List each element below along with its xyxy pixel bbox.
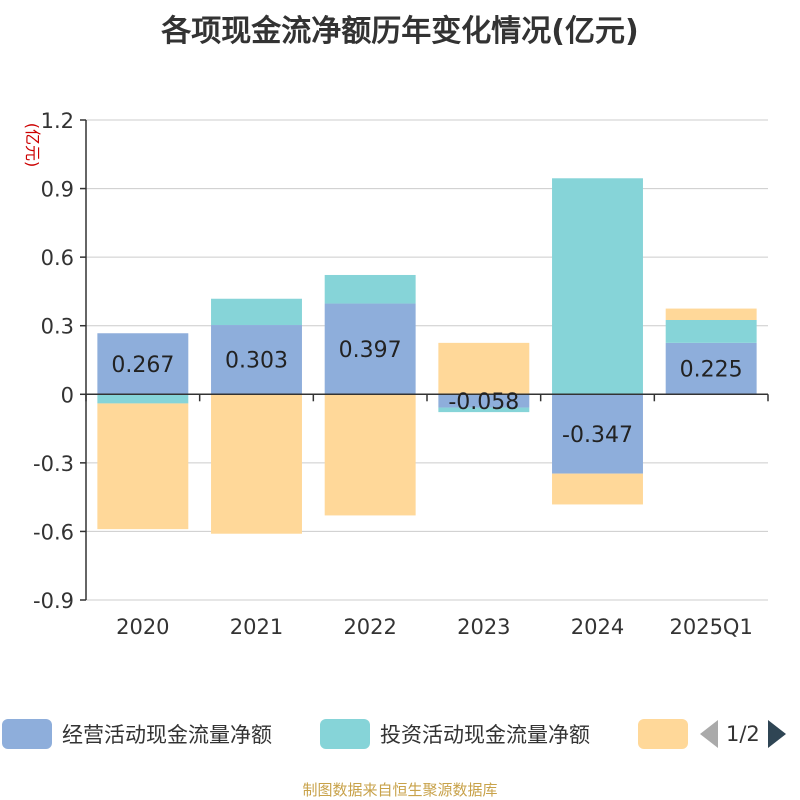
bar-investing xyxy=(211,298,302,326)
legend-item-operating[interactable]: 经营活动现金流量净额 xyxy=(2,716,272,752)
x-tick-label: 2022 xyxy=(343,615,396,639)
legend-label-operating: 经营活动现金流量净额 xyxy=(62,723,272,747)
data-label: 0.225 xyxy=(680,358,743,383)
chart-legend: 经营活动现金流量净额 投资活动现金流量净额 xyxy=(0,716,800,752)
bar-third xyxy=(211,394,302,534)
x-tick-label: 2024 xyxy=(571,615,624,639)
bar-operating xyxy=(665,342,757,395)
data-label: 0.303 xyxy=(225,349,288,374)
bar-third xyxy=(438,342,530,395)
legend-label-investing: 投资活动现金流量净额 xyxy=(380,723,590,747)
bar-operating xyxy=(438,394,530,408)
bar-third xyxy=(97,403,189,530)
bar-third xyxy=(324,394,416,516)
x-tick-label: 2020 xyxy=(116,615,169,639)
bar-operating xyxy=(211,325,302,395)
bar-investing xyxy=(665,320,757,343)
legend-swatch-operating xyxy=(2,719,52,749)
legend-pager: 1/2 xyxy=(700,716,786,752)
bar-third xyxy=(552,473,643,505)
legend-prev-page-icon[interactable] xyxy=(700,720,718,748)
x-tick-label: 2023 xyxy=(457,615,510,639)
data-label: -0.058 xyxy=(448,390,519,415)
y-tick-label: 0.3 xyxy=(41,315,74,339)
data-label: 0.267 xyxy=(111,353,174,378)
legend-swatch-investing xyxy=(320,719,370,749)
bar-chart: 1.2 0.9 0.6 0.3 0 -0.3 -0.6 -0.9 (亿元) 0.267 0.303 0… xyxy=(23,109,769,639)
y-tick-label: 0 xyxy=(61,383,74,407)
bar-operating xyxy=(97,333,189,395)
y-tick-label: 0.6 xyxy=(41,246,74,270)
bar-investing xyxy=(97,394,189,404)
data-label: -0.347 xyxy=(562,423,633,448)
bar-operating xyxy=(324,303,416,395)
legend-swatch-third xyxy=(638,719,688,749)
y-tick-label: 1.2 xyxy=(41,109,74,133)
x-tick-label: 2025Q1 xyxy=(669,615,752,639)
legend-item-financing[interactable] xyxy=(638,716,688,752)
y-tick-label: -0.6 xyxy=(33,520,74,544)
data-label: 0.397 xyxy=(339,338,402,363)
bar-investing xyxy=(552,178,643,395)
bar-investing xyxy=(324,274,416,304)
y-tick-label: -0.9 xyxy=(33,589,74,613)
y-tick-label: 0.9 xyxy=(41,178,74,202)
x-tick-label: 2021 xyxy=(230,615,283,639)
legend-next-page-icon[interactable] xyxy=(767,720,786,748)
y-tick-label: -0.3 xyxy=(33,452,74,476)
data-source-note: 制图数据来自恒生聚源数据库 xyxy=(302,781,498,799)
legend-item-investing[interactable]: 投资活动现金流量净额 xyxy=(320,716,590,752)
bar-operating xyxy=(552,394,643,474)
legend-page-indicator: 1/2 xyxy=(726,722,760,746)
bar-investing xyxy=(438,407,530,413)
bar-third xyxy=(665,308,757,320)
chart-title: 各项现金流净额历年变化情况(亿元) xyxy=(161,14,639,49)
y-axis-unit-label: (亿元) xyxy=(23,123,42,168)
